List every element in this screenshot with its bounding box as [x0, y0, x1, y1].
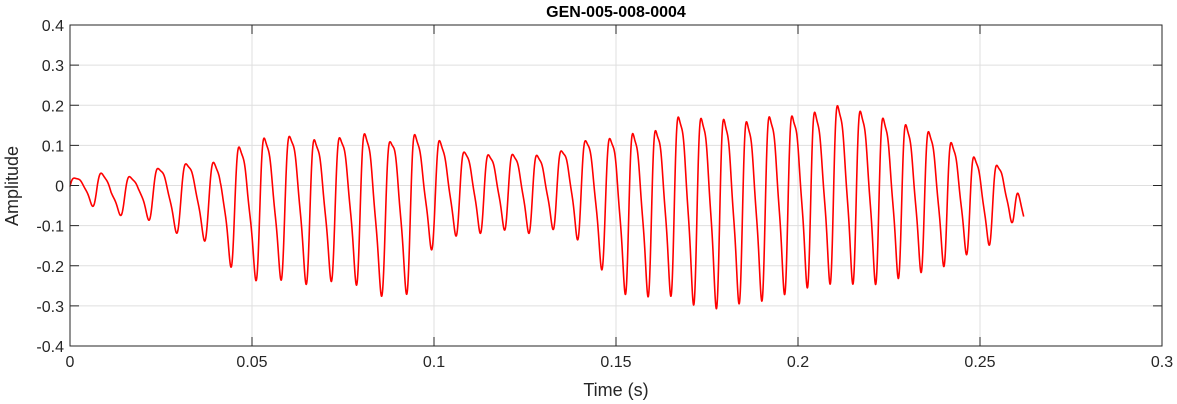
signal-series — [69, 104, 1025, 310]
y-tick-labels: -0.4 -0.3 -0.2 -0.1 0 0.1 0.2 0.3 0.4 — [36, 18, 64, 356]
y-tick-label: -0.4 — [36, 339, 64, 356]
x-tick-label: 0 — [66, 354, 75, 371]
x-tick-label: 0.2 — [787, 354, 809, 371]
y-tick-label: 0.2 — [42, 98, 64, 115]
y-tick-label: 0.1 — [42, 138, 64, 155]
x-tick-label: 0.25 — [964, 354, 995, 371]
y-tick-label: 0.3 — [42, 58, 64, 75]
y-axis-label: Amplitude — [2, 146, 22, 226]
ticks — [69, 24, 1163, 347]
x-tick-labels: 0 0.05 0.1 0.15 0.2 0.25 0.3 — [66, 354, 1174, 371]
series-line-0 — [69, 104, 1025, 310]
y-tick-label: -0.3 — [36, 299, 64, 316]
x-axis-label: Time (s) — [583, 380, 648, 400]
chart-title: GEN-005-008-0004 — [546, 4, 686, 21]
x-tick-label: 0.15 — [600, 354, 631, 371]
y-tick-label: -0.1 — [36, 219, 64, 236]
y-tick-label: 0 — [55, 179, 64, 196]
y-tick-label: 0.4 — [42, 18, 64, 35]
y-tick-label: -0.2 — [36, 259, 64, 276]
x-tick-label: 0.1 — [423, 354, 445, 371]
x-tick-label: 0.05 — [236, 354, 267, 371]
x-tick-label: 0.3 — [1151, 354, 1173, 371]
